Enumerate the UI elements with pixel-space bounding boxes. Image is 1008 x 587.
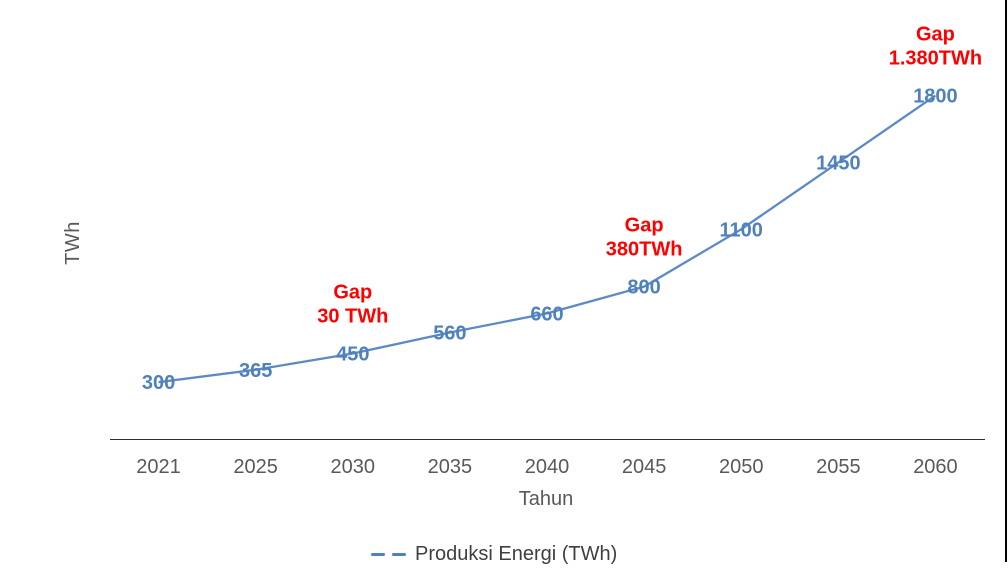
data-label: 1100 <box>720 219 763 241</box>
data-label: 800 <box>627 277 660 299</box>
gap-annotation-line1: Gap <box>625 215 664 237</box>
x-tick-label: 2040 <box>524 456 570 478</box>
gap-annotation-line2: 1.380TWh <box>889 48 982 70</box>
data-label: 560 <box>433 322 466 344</box>
page-border-line <box>1005 0 1007 562</box>
data-label: 300 <box>142 372 175 394</box>
data-label: 1450 <box>816 152 861 174</box>
legend-dashed-line-icon <box>371 552 406 557</box>
x-axis-title: Tahun <box>518 488 574 510</box>
gap-annotation-line2: 30 TWh <box>317 306 388 328</box>
gap-annotation-line1: Gap <box>333 282 372 304</box>
data-label: 450 <box>336 344 369 366</box>
x-tick-label: 2035 <box>427 456 473 478</box>
x-tick-label: 2021 <box>136 456 181 478</box>
x-tick-label: 2025 <box>233 456 278 478</box>
x-tick-label: 2050 <box>718 456 764 478</box>
data-label: 1800 <box>913 86 958 108</box>
gap-annotation-line1: Gap <box>916 24 955 46</box>
gap-annotation-line2: 380TWh <box>606 239 683 261</box>
legend-label: Produksi Energi (TWh) <box>415 543 618 565</box>
legend: Produksi Energi (TWh) <box>371 543 617 566</box>
series-line <box>158 94 937 384</box>
x-tick-label: 2060 <box>913 456 958 478</box>
x-tick-label: 2045 <box>621 456 667 478</box>
data-label: 365 <box>239 360 272 382</box>
x-tick-label: 2030 <box>330 456 376 478</box>
data-label: 660 <box>530 303 563 325</box>
x-axis-line <box>110 439 985 440</box>
x-tick-label: 2055 <box>816 456 861 478</box>
